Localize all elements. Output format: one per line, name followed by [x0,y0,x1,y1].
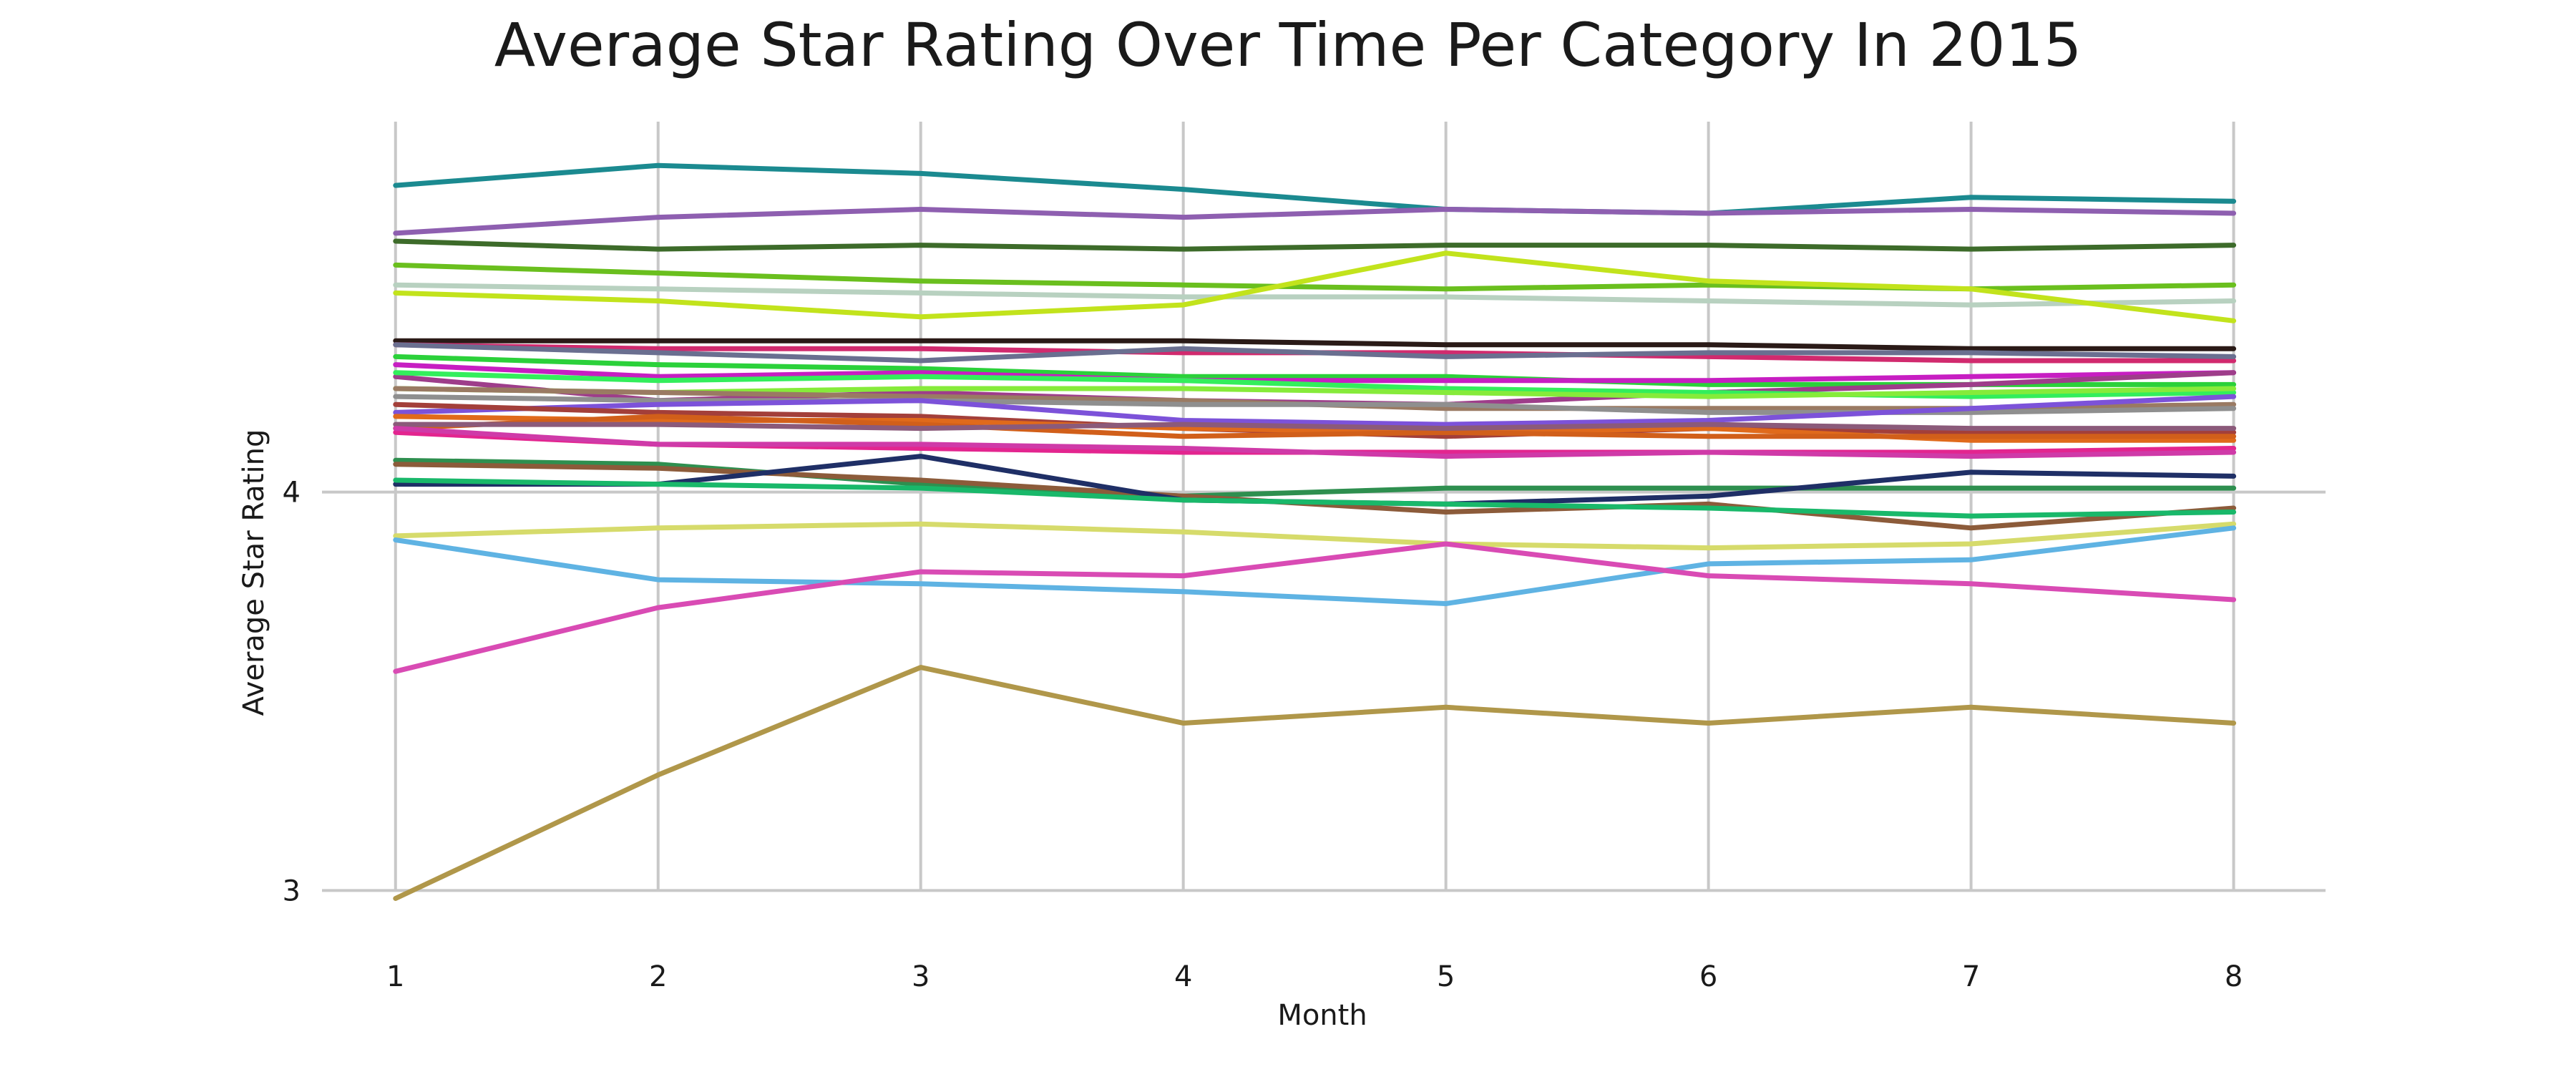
series-line-20 [393,414,2237,439]
series-lines [393,162,2237,901]
chart-title: Average Star Rating Over Time Per Catego… [494,10,2082,80]
series-line-3 [393,238,2237,252]
series-line-31 [393,665,2237,901]
series-line-9 [393,342,2237,364]
series-line-24 [393,457,2237,499]
series-line-11 [393,362,2237,384]
x-tick-label: 1 [386,960,404,993]
x-tick-label: 6 [1699,960,1717,993]
series-line-7 [393,338,2237,351]
x-axis-label: Month [1277,999,1367,1032]
series-line-6 [393,250,2237,323]
tick-labels: 1 2 3 4 5 6 7 8 3 4 [283,477,2243,993]
y-tick-label: 4 [283,477,301,510]
series-line-13 [393,370,2237,399]
y-tick-label: 3 [283,874,301,907]
series-line-28 [393,521,2237,551]
x-tick-label: 5 [1437,960,1455,993]
series-line-2 [393,207,2237,236]
x-tick-label: 8 [2225,960,2243,993]
series-line-29 [393,525,2237,606]
y-axis-label: Average Star Rating [238,429,270,716]
series-line-21 [393,421,2237,432]
x-tick-label: 4 [1174,960,1192,993]
series-line-17 [393,394,2237,427]
x-tick-label: 2 [649,960,667,993]
series-line-5 [393,282,2237,308]
series-line-27 [393,477,2237,519]
x-tick-label: 7 [1962,960,1980,993]
series-line-30 [393,541,2237,674]
x-tick-label: 3 [912,960,930,993]
series-line-23 [393,426,2237,459]
series-line-1 [393,162,2237,216]
